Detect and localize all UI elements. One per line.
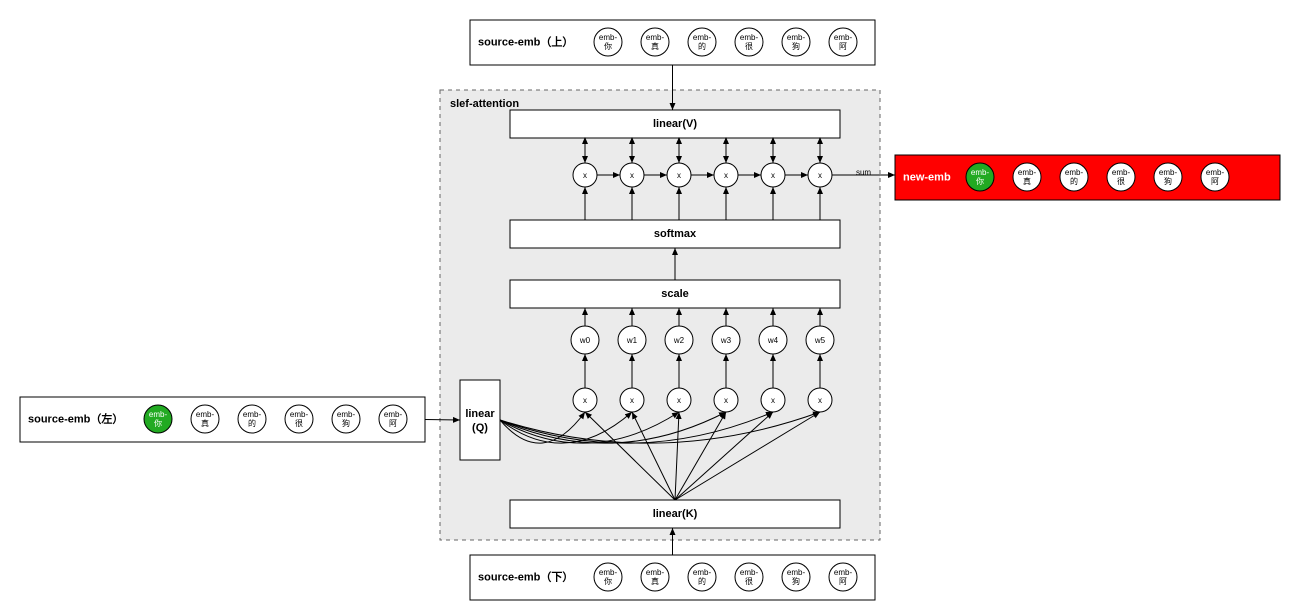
source-emb-bottom-tok-1-top: emb-	[646, 568, 665, 577]
source-emb-left-tok-1-top: emb-	[196, 410, 215, 419]
mul-bot-3-lbl: x	[724, 396, 728, 405]
new-emb-box-tok-0-bot: 你	[976, 176, 984, 186]
new-emb-box-tok-3-top: emb-	[1112, 168, 1131, 177]
source-emb-left-label: source-emb（左）	[28, 411, 123, 425]
new-emb-box-tok-3-bot: 很	[1117, 177, 1125, 186]
new-emb-box-tok-5-top: emb-	[1206, 168, 1225, 177]
new-emb-box-tok-5-bot: 阿	[1211, 177, 1219, 186]
w-circle-2-lbl: w2	[673, 336, 685, 345]
source-emb-left-tok-1-bot: 真	[201, 418, 209, 428]
mul-bot-2-lbl: x	[677, 396, 681, 405]
source-emb-top-tok-1-top: emb-	[646, 33, 665, 42]
linear-k-label: linear(K)	[653, 508, 698, 520]
source-emb-left-tok-4-top: emb-	[337, 410, 356, 419]
source-emb-top-tok-4-bot: 狗	[792, 41, 800, 51]
new-emb-box-tok-0-top: emb-	[971, 168, 990, 177]
source-emb-top-label: source-emb（上）	[478, 34, 573, 48]
mul-top-1-lbl: x	[630, 171, 634, 180]
source-emb-top-tok-4-top: emb-	[787, 33, 806, 42]
source-emb-bottom-tok-2-top: emb-	[693, 568, 712, 577]
w-circle-1-lbl: w1	[626, 336, 638, 345]
mul-bot-4-lbl: x	[771, 396, 775, 405]
source-emb-top-tok-0-top: emb-	[599, 33, 618, 42]
source-emb-left-tok-5-top: emb-	[384, 410, 403, 419]
source-emb-bottom-tok-3-bot: 很	[745, 577, 753, 586]
source-emb-top-tok-5-top: emb-	[834, 33, 853, 42]
source-emb-top-tok-2-bot: 的	[698, 41, 706, 51]
source-emb-bottom-tok-2-bot: 的	[698, 576, 706, 586]
w-circle-3-lbl: w3	[720, 336, 732, 345]
linear-q	[460, 380, 500, 460]
new-emb-box-tok-1-top: emb-	[1018, 168, 1037, 177]
w-circle-5-lbl: w5	[814, 336, 826, 345]
source-emb-bottom-tok-0-top: emb-	[599, 568, 618, 577]
source-emb-top-tok-2-top: emb-	[693, 33, 712, 42]
source-emb-bottom-label: source-emb（下）	[478, 570, 573, 583]
source-emb-left-tok-2-top: emb-	[243, 410, 262, 419]
mul-bot-1-lbl: x	[630, 396, 634, 405]
attention-label: slef-attention	[450, 98, 519, 110]
w-circle-0-lbl: w0	[579, 336, 591, 345]
linear-q-label2: (Q)	[472, 422, 488, 434]
source-emb-left-tok-2-bot: 的	[248, 418, 256, 428]
mul-top-0-lbl: x	[583, 171, 587, 180]
linear-v-label: linear(V)	[653, 118, 697, 130]
source-emb-left-tok-4-bot: 狗	[342, 418, 350, 428]
source-emb-left-tok-5-bot: 阿	[389, 419, 397, 428]
source-emb-left-tok-3-bot: 很	[295, 419, 303, 428]
source-emb-left-tok-0-top: emb-	[149, 410, 168, 419]
new-emb-box-tok-1-bot: 真	[1023, 176, 1031, 186]
new-emb-box-label: new-emb	[903, 171, 951, 183]
mul-top-5-lbl: x	[818, 171, 822, 180]
source-emb-bottom-tok-5-bot: 阿	[839, 577, 847, 586]
mul-bot-5-lbl: x	[818, 396, 822, 405]
source-emb-top-tok-0-bot: 你	[604, 41, 612, 51]
source-emb-left-tok-3-top: emb-	[290, 410, 309, 419]
new-emb-box-tok-2-top: emb-	[1065, 168, 1084, 177]
source-emb-top-tok-5-bot: 阿	[839, 42, 847, 51]
source-emb-bottom-tok-1-bot: 真	[651, 576, 659, 586]
new-emb-box-tok-4-top: emb-	[1159, 168, 1178, 177]
source-emb-top-tok-1-bot: 真	[651, 41, 659, 51]
source-emb-left-tok-0-bot: 你	[154, 418, 162, 428]
linear-q-label1: linear	[465, 408, 495, 420]
attention-container	[440, 90, 880, 540]
source-emb-bottom-tok-5-top: emb-	[834, 568, 853, 577]
new-emb-box-tok-2-bot: 的	[1070, 176, 1078, 186]
new-emb-box-tok-4-bot: 狗	[1164, 176, 1172, 186]
source-emb-bottom-tok-0-bot: 你	[604, 576, 612, 586]
sum-label: sum	[856, 168, 871, 177]
softmax-label: softmax	[654, 228, 697, 240]
source-emb-bottom-tok-4-top: emb-	[787, 568, 806, 577]
scale-label: scale	[661, 288, 689, 300]
source-emb-bottom-tok-4-bot: 狗	[792, 576, 800, 586]
mul-top-4-lbl: x	[771, 171, 775, 180]
source-emb-top-tok-3-bot: 很	[745, 42, 753, 51]
source-emb-bottom-tok-3-top: emb-	[740, 568, 759, 577]
mul-bot-0-lbl: x	[583, 396, 587, 405]
mul-top-3-lbl: x	[724, 171, 728, 180]
w-circle-4-lbl: w4	[767, 336, 779, 345]
mul-top-2-lbl: x	[677, 171, 681, 180]
source-emb-top-tok-3-top: emb-	[740, 33, 759, 42]
